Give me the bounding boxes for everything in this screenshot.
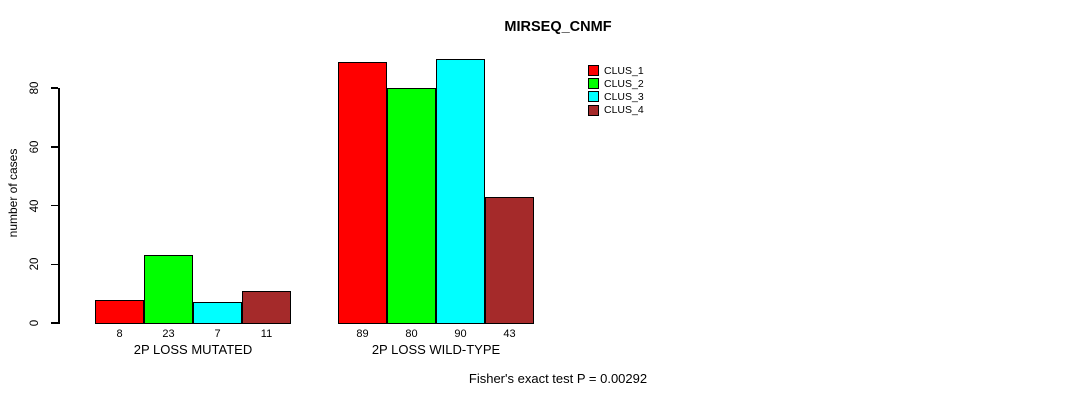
bar-value-label: 8 <box>116 328 123 340</box>
y-tick-mark <box>50 87 58 89</box>
legend-label: CLUS_3 <box>604 90 644 103</box>
y-tick-mark <box>50 204 58 207</box>
legend: CLUS_1 CLUS_2 CLUS_3 CLUS_4 <box>588 64 644 117</box>
bar-value-label: 43 <box>503 328 516 340</box>
legend-item-clus_3: CLUS_3 <box>588 90 644 103</box>
y-tick-mark <box>50 322 58 324</box>
bar-clus_1-group2 <box>338 61 387 324</box>
y-axis-title: number of cases <box>6 148 20 238</box>
bar-clus_2-group1 <box>144 255 193 324</box>
bar-clus_3-group1 <box>193 302 242 324</box>
bar-clus_4-group2 <box>485 196 534 324</box>
category-label: 2P LOSS MUTATED <box>133 342 253 357</box>
category-label: 2P LOSS WILD-TYPE <box>371 342 501 357</box>
legend-item-clus_2: CLUS_2 <box>588 77 644 90</box>
legend-swatch-clus_1 <box>588 65 599 77</box>
y-tick-mark <box>50 146 58 148</box>
bar-clus_3-group2 <box>436 58 485 324</box>
legend-swatch-clus_2 <box>588 78 599 90</box>
bar-value-label: 7 <box>214 328 221 340</box>
legend-label: CLUS_4 <box>604 104 644 117</box>
bar-clus_4-group1 <box>242 290 291 324</box>
y-tick-mark <box>50 263 58 265</box>
y-tick-label: 60 <box>29 140 41 154</box>
legend-swatch-clus_3 <box>588 91 599 103</box>
legend-swatch-clus_4 <box>588 104 599 116</box>
y-axis-line <box>58 88 60 324</box>
bar-value-label: 90 <box>454 328 467 340</box>
bar-clus_1-group1 <box>95 299 144 324</box>
y-tick-label: 40 <box>29 199 41 212</box>
bar-value-label: 23 <box>162 328 175 340</box>
bar-clus_2-group2 <box>387 88 436 324</box>
bar-value-label: 89 <box>356 328 369 340</box>
chart-title: MIRSEQ_CNMF <box>504 19 612 35</box>
y-tick-label: 0 <box>29 319 41 327</box>
fisher-test-note: Fisher's exact test P = 0.00292 <box>468 371 648 386</box>
bar-value-label: 11 <box>260 328 273 340</box>
legend-item-clus_4: CLUS_4 <box>588 104 644 117</box>
legend-label: CLUS_1 <box>604 64 644 77</box>
legend-label: CLUS_2 <box>604 77 644 90</box>
bar-value-label: 80 <box>405 328 418 340</box>
y-tick-label: 20 <box>29 257 41 271</box>
y-tick-label: 80 <box>29 81 41 95</box>
legend-item-clus_1: CLUS_1 <box>588 64 644 77</box>
